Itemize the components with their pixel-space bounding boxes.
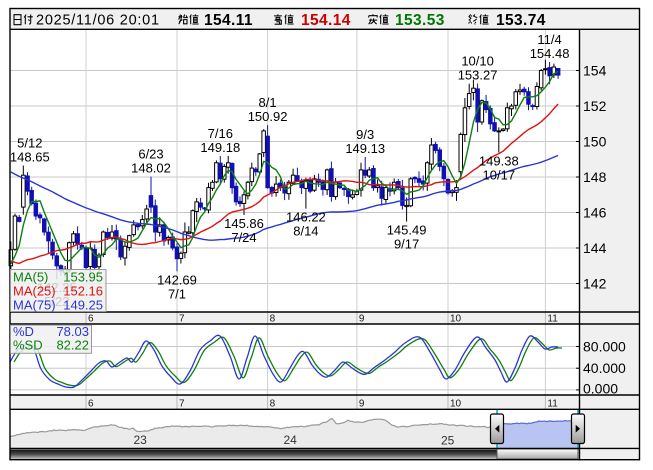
- svg-text:8/14: 8/14: [293, 224, 318, 239]
- svg-text:10: 10: [450, 314, 462, 325]
- svg-text:9: 9: [359, 399, 365, 410]
- svg-text:142: 142: [583, 276, 607, 292]
- svg-text:10/10: 10/10: [461, 54, 494, 69]
- svg-text:149.38: 149.38: [479, 154, 519, 169]
- svg-text:153.74: 153.74: [496, 12, 546, 29]
- svg-text:24: 24: [284, 433, 298, 447]
- svg-text:154.14: 154.14: [301, 12, 351, 29]
- svg-text:154: 154: [583, 63, 607, 79]
- svg-text:78.03: 78.03: [56, 324, 89, 339]
- svg-text:0.000: 0.000: [583, 380, 618, 396]
- svg-text:25: 25: [441, 434, 455, 448]
- svg-text:7: 7: [179, 314, 185, 325]
- svg-text:23: 23: [134, 433, 148, 447]
- svg-text:154.48: 154.48: [530, 46, 570, 61]
- svg-text:8: 8: [270, 314, 276, 325]
- svg-text:7/1: 7/1: [168, 286, 186, 301]
- svg-text:82.22: 82.22: [56, 338, 89, 353]
- svg-text:9/3: 9/3: [356, 127, 374, 142]
- svg-text:8: 8: [270, 399, 276, 410]
- svg-text:149.18: 149.18: [200, 140, 240, 155]
- svg-text:153.53: 153.53: [395, 12, 445, 29]
- svg-text:MA(75): MA(75): [13, 298, 56, 313]
- svg-text:153.27: 153.27: [458, 68, 498, 83]
- svg-text:149.13: 149.13: [345, 141, 385, 156]
- svg-text:144: 144: [583, 240, 607, 256]
- svg-text:%D: %D: [13, 324, 34, 339]
- svg-text:146.22: 146.22: [286, 210, 326, 225]
- svg-text:152.16: 152.16: [63, 284, 103, 299]
- svg-text:%SD: %SD: [13, 338, 43, 353]
- svg-text:145.86: 145.86: [224, 216, 264, 231]
- svg-text:6: 6: [88, 314, 94, 325]
- svg-text:11: 11: [547, 399, 558, 410]
- svg-text:80.000: 80.000: [583, 339, 626, 355]
- svg-text:10: 10: [450, 399, 462, 410]
- svg-text:154.11: 154.11: [204, 12, 253, 29]
- svg-text:8/1: 8/1: [259, 95, 277, 110]
- svg-text:149.25: 149.25: [63, 298, 103, 313]
- svg-text:11: 11: [547, 314, 558, 325]
- svg-text:153.95: 153.95: [63, 270, 103, 285]
- svg-text:11/4: 11/4: [537, 32, 561, 47]
- svg-text:MA(5): MA(5): [13, 270, 48, 285]
- svg-text:148.02: 148.02: [131, 161, 171, 176]
- svg-text:148.65: 148.65: [10, 150, 50, 165]
- svg-text:2025/11/06 20:01: 2025/11/06 20:01: [36, 13, 160, 29]
- svg-text:145.49: 145.49: [387, 223, 427, 238]
- svg-text:150: 150: [583, 134, 607, 150]
- svg-text:10/17: 10/17: [483, 168, 516, 183]
- svg-text:150.92: 150.92: [248, 109, 288, 124]
- svg-text:142.69: 142.69: [157, 272, 197, 287]
- svg-text:9: 9: [359, 314, 365, 325]
- svg-text:5/12: 5/12: [17, 136, 42, 151]
- svg-text:7/24: 7/24: [231, 230, 256, 245]
- svg-text:6/23: 6/23: [138, 147, 163, 162]
- svg-text:146: 146: [583, 205, 607, 221]
- svg-text:6: 6: [88, 399, 94, 410]
- svg-text:7: 7: [179, 399, 185, 410]
- svg-text:40.000: 40.000: [583, 360, 626, 376]
- svg-text:148: 148: [583, 169, 607, 185]
- svg-text:9/17: 9/17: [394, 237, 419, 252]
- svg-text:152: 152: [583, 98, 607, 114]
- svg-text:MA(25): MA(25): [13, 284, 56, 299]
- svg-text:7/16: 7/16: [208, 126, 233, 141]
